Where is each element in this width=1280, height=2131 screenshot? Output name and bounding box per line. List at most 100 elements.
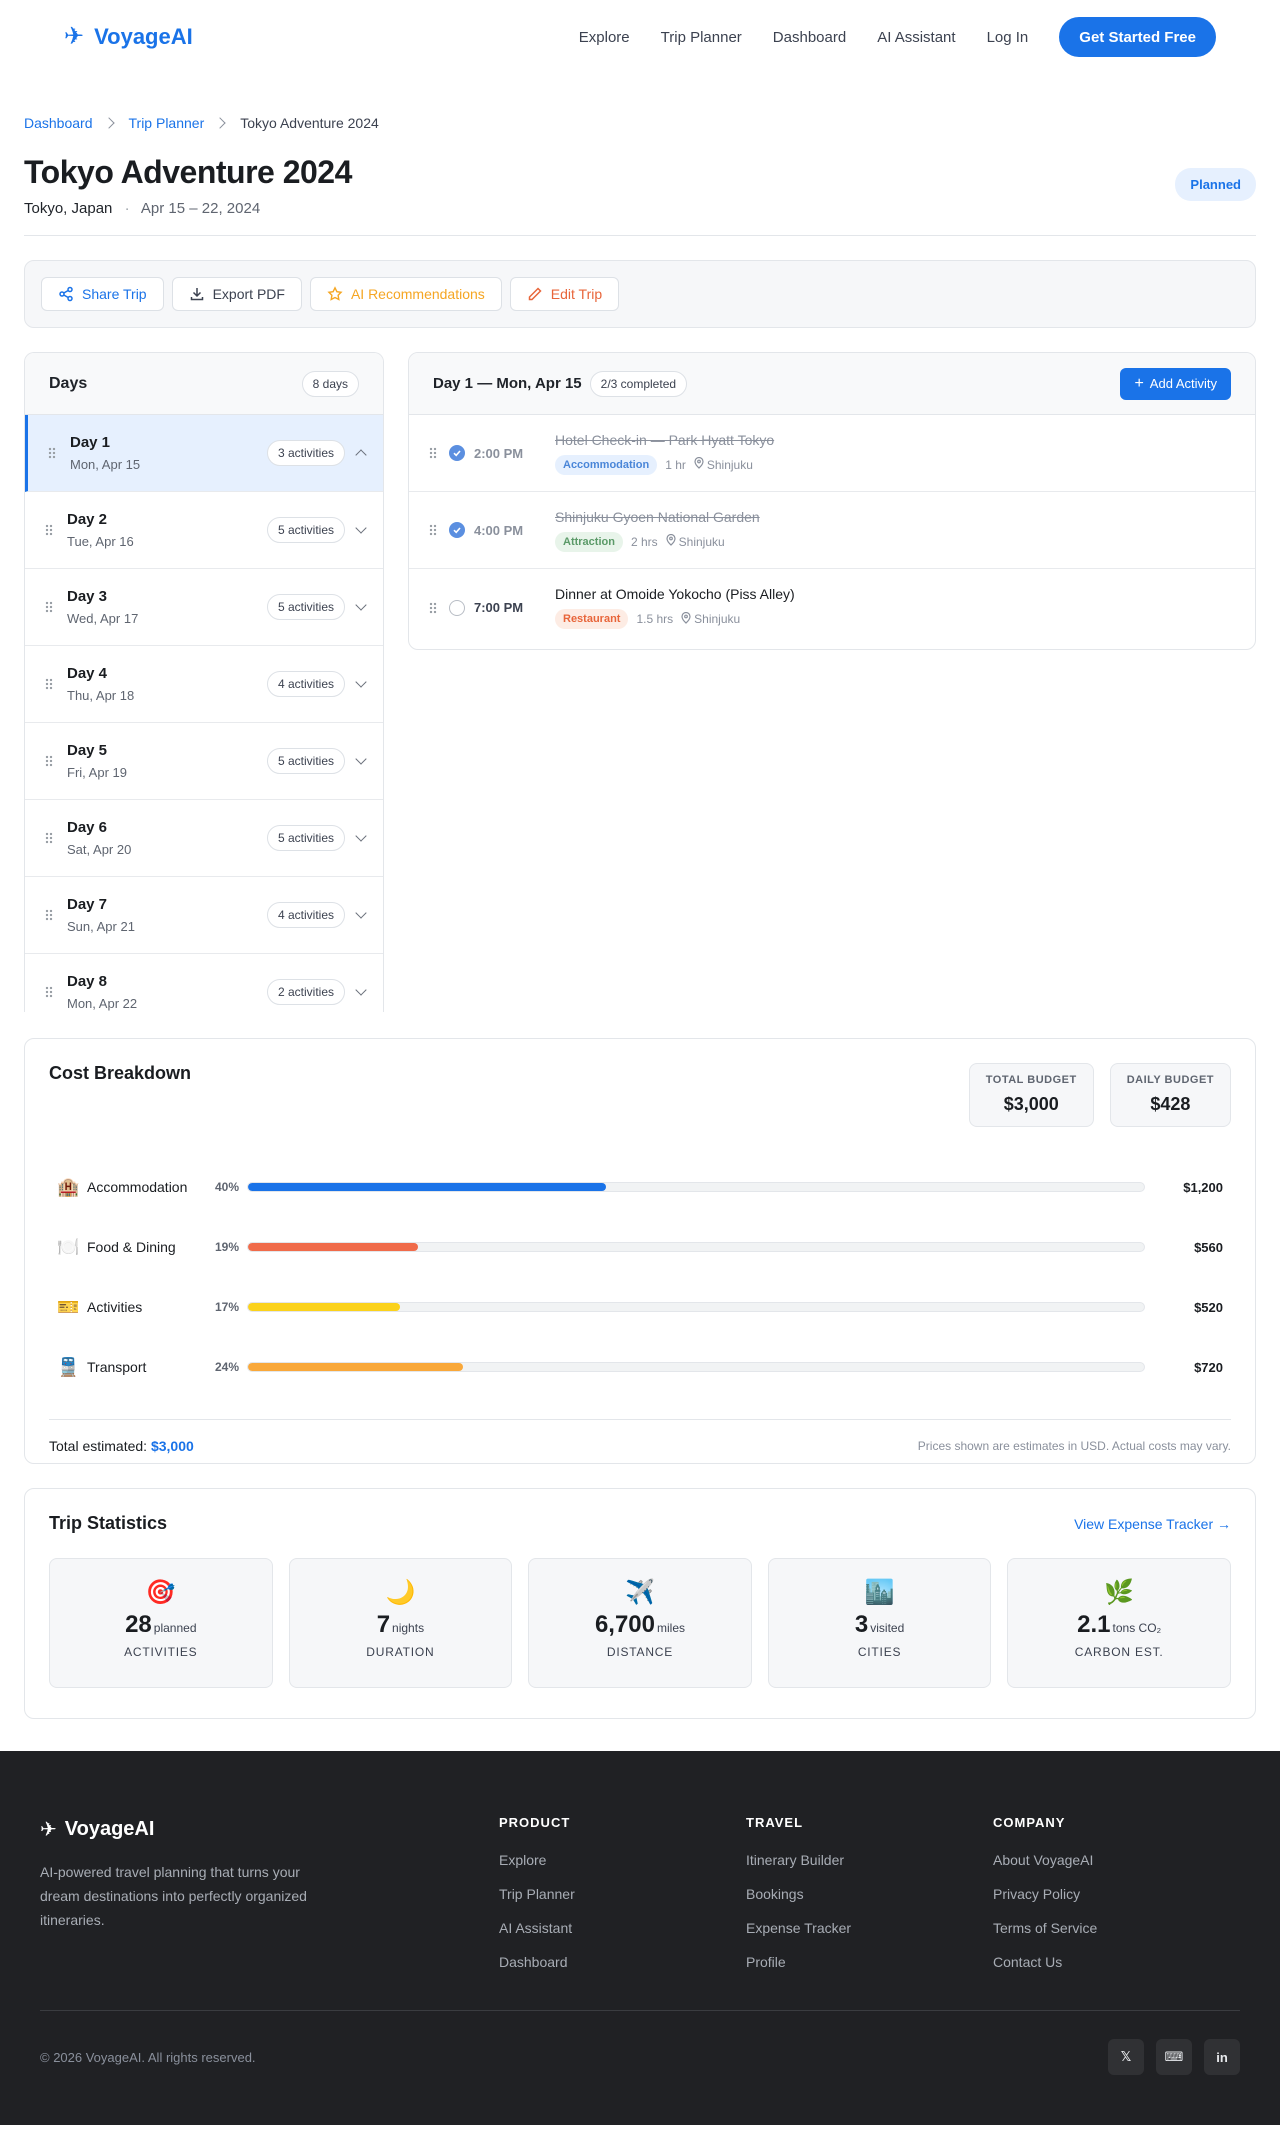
stat-number: 6,700: [594, 1611, 655, 1638]
share-icon: [59, 286, 73, 302]
day-name: Day 5: [67, 742, 108, 759]
nav-link-ai-assistant[interactable]: AI Assistant: [877, 28, 956, 46]
day-name: Day 3: [67, 588, 108, 605]
stats-grid: 🎯 28 planned ACTIVITIES 🌙 7 nights DURATION ✈️ 6,…: [49, 1558, 1231, 1688]
day-row[interactable]: Day 8 Mon, Apr 22 2 activities: [25, 954, 383, 1012]
footer-brand[interactable]: ✈ VoyageAI: [40, 1817, 499, 1842]
brand-logo[interactable]: ✈ VoyageAI: [64, 24, 193, 50]
footer-link[interactable]: Itinerary Builder: [746, 1852, 845, 1868]
day-date: Sat, Apr 20: [67, 842, 132, 857]
day-row[interactable]: Day 6 Sat, Apr 20 5 activities: [25, 800, 383, 877]
stat-activities: 🎯 28 planned ACTIVITIES: [49, 1558, 273, 1688]
cost-row: 🎫 Activities 17% $520: [49, 1277, 1231, 1337]
nav-link-explore[interactable]: Explore: [578, 28, 630, 46]
stat-label: ACTIVITIES: [124, 1645, 198, 1659]
footer-link[interactable]: Profile: [746, 1954, 786, 1970]
daily-budget-value: $428: [1150, 1094, 1191, 1114]
cost-breakdown-title: Cost Breakdown: [49, 1063, 192, 1083]
footer-column-title: COMPANY: [993, 1815, 1066, 1830]
footer-link[interactable]: About VoyageAI: [993, 1852, 1094, 1868]
day-name: Day 8: [67, 973, 108, 990]
footer-link[interactable]: Contact Us: [993, 1954, 1063, 1970]
activity-title: Hotel Check-in — Park Hyatt Tokyo: [555, 431, 775, 448]
map-pin-icon: [694, 456, 704, 472]
cost-percentage: 24%: [214, 1360, 239, 1374]
chevron-down-icon[interactable]: [355, 907, 367, 919]
chevron-down-icon[interactable]: [355, 830, 367, 842]
day-date: Thu, Apr 18: [67, 688, 135, 703]
activity-count-badge: 4 activities: [266, 671, 345, 697]
edit-trip-button[interactable]: Edit Trip: [509, 277, 620, 311]
activity-row[interactable]: 7:00 PM Dinner at Omoide Yokocho (Piss Al…: [409, 569, 1255, 646]
checked-circle-icon[interactable]: [449, 522, 465, 538]
day-date: Fri, Apr 19: [67, 765, 127, 780]
activity-row[interactable]: 2:00 PM Hotel Check-in — Park Hyatt Tokyo…: [409, 415, 1255, 492]
drag-handle-icon[interactable]: [45, 986, 53, 998]
unchecked-circle-icon[interactable]: [449, 599, 465, 616]
add-activity-button[interactable]: + Add Activity: [1120, 367, 1231, 400]
footer: ✈ VoyageAI AI-powered travel planning th…: [0, 1751, 1280, 2125]
activity-duration: 1.5 hrs: [636, 612, 674, 626]
drag-handle-icon[interactable]: [45, 524, 53, 536]
day-row[interactable]: Day 1 Mon, Apr 15 3 activities: [25, 415, 383, 492]
days-panel-title: Days: [49, 374, 88, 392]
day-row[interactable]: Day 7 Sun, Apr 21 4 activities: [25, 877, 383, 954]
footer-link[interactable]: Explore: [499, 1852, 547, 1868]
day-row[interactable]: Day 5 Fri, Apr 19 5 activities: [25, 723, 383, 800]
stat-number: 7: [376, 1611, 391, 1638]
footer-link[interactable]: Bookings: [746, 1886, 804, 1902]
footer-link[interactable]: Expense Tracker: [746, 1920, 852, 1936]
drag-handle-icon[interactable]: [429, 524, 437, 536]
cost-breakdown-card: Cost Breakdown TOTAL BUDGET $3,000 DAILY…: [24, 1038, 1256, 1464]
activity-row[interactable]: 4:00 PM Shinjuku Gyoen National Garden Att…: [409, 492, 1255, 569]
drag-handle-icon[interactable]: [45, 755, 53, 767]
footer-link[interactable]: Terms of Service: [993, 1920, 1098, 1936]
footer-link[interactable]: Dashboard: [499, 1954, 568, 1970]
drag-handle-icon[interactable]: [45, 832, 53, 844]
nav-link-trip-planner[interactable]: Trip Planner: [660, 28, 742, 46]
day-info: Day 4 Thu, Apr 18: [67, 665, 267, 703]
nav-link-login[interactable]: Log In: [986, 28, 1029, 46]
export-pdf-button[interactable]: Export PDF: [171, 277, 302, 311]
ai-recommendations-button[interactable]: AI Recommendations: [309, 277, 502, 311]
drag-handle-icon[interactable]: [45, 678, 53, 690]
drag-handle-icon[interactable]: [45, 909, 53, 921]
chevron-down-icon[interactable]: [355, 522, 367, 534]
category-tag: Accommodation: [555, 454, 658, 475]
share-trip-button[interactable]: Share Trip: [41, 277, 164, 311]
drag-handle-icon[interactable]: [48, 447, 56, 459]
drag-handle-icon[interactable]: [429, 601, 437, 614]
day-row[interactable]: Day 3 Wed, Apr 17 5 activities: [25, 569, 383, 646]
add-activity-label: Add Activity: [1149, 376, 1217, 391]
total-estimated-value: $3,000: [150, 1438, 194, 1454]
chevron-down-icon[interactable]: [355, 599, 367, 611]
airplane-icon: ✈️: [625, 1579, 655, 1606]
footer-link[interactable]: Privacy Policy: [993, 1886, 1081, 1902]
day-name: Day 1: [70, 434, 111, 451]
github-icon[interactable]: ⌨: [1156, 2039, 1192, 2075]
nav-link-dashboard[interactable]: Dashboard: [772, 28, 847, 46]
day-row[interactable]: Day 4 Thu, Apr 18 4 activities: [25, 646, 383, 723]
footer-link[interactable]: Trip Planner: [499, 1886, 575, 1902]
chevron-up-icon[interactable]: [355, 449, 367, 461]
x-twitter-icon[interactable]: 𝕏: [1108, 2039, 1144, 2075]
chevron-down-icon[interactable]: [355, 984, 367, 996]
trip-statistics-card: Trip Statistics View Expense Tracker → 🎯…: [24, 1488, 1256, 1719]
chevron-down-icon[interactable]: [355, 676, 367, 688]
drag-handle-icon[interactable]: [45, 601, 53, 613]
breadcrumb-dashboard[interactable]: Dashboard: [24, 115, 93, 131]
linkedin-icon[interactable]: in: [1204, 2039, 1240, 2075]
checked-circle-icon[interactable]: [449, 445, 465, 461]
breadcrumb-trip-planner[interactable]: Trip Planner: [128, 115, 205, 131]
days-panel-header: Days 8 days: [25, 353, 383, 415]
footer-link[interactable]: AI Assistant: [499, 1920, 573, 1936]
day-row[interactable]: Day 2 Tue, Apr 16 5 activities: [25, 492, 383, 569]
drag-handle-icon[interactable]: [429, 447, 437, 459]
stat-number: 28: [125, 1611, 152, 1638]
cost-progress-fill: [248, 1303, 401, 1311]
view-expense-tracker-link[interactable]: View Expense Tracker →: [1074, 1515, 1231, 1532]
day-date: Sun, Apr 21: [67, 919, 135, 934]
get-started-button[interactable]: Get Started Free: [1059, 17, 1216, 57]
day-info: Day 3 Wed, Apr 17: [67, 588, 267, 626]
chevron-down-icon[interactable]: [355, 753, 367, 765]
